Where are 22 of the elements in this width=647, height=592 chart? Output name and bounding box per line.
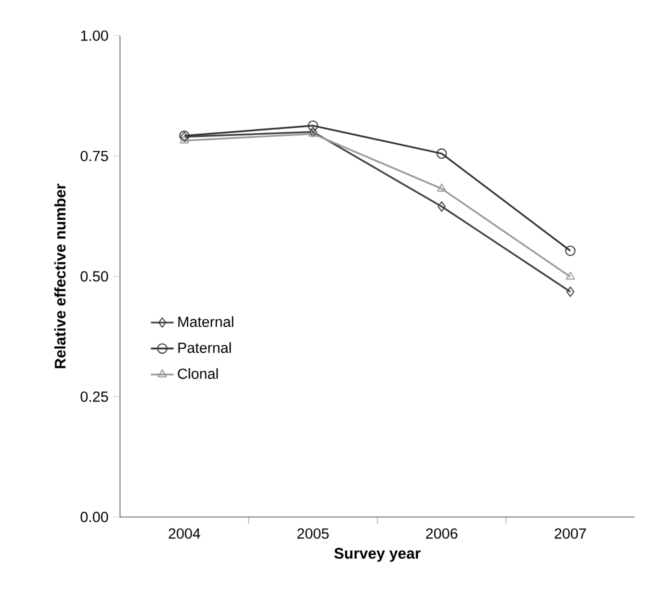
point (566, 286, 574, 297)
y-tick-label: 0.75 (80, 150, 108, 162)
x-tick-label: 2005 (297, 528, 329, 539)
x-tick-label: 2006 (426, 528, 458, 539)
point (565, 246, 576, 256)
legend-label: Clonal (178, 368, 218, 379)
point (180, 135, 189, 144)
x-tick-label: 2007 (554, 528, 586, 539)
y-tick-label: 0.50 (80, 271, 108, 282)
point (438, 201, 446, 212)
y-tick-label: 0.25 (80, 391, 108, 402)
y-axis-title: Relative effective number (54, 184, 66, 368)
point (437, 184, 446, 192)
legend-label: Maternal (178, 316, 234, 328)
x-axis-title: Survey year (334, 548, 421, 562)
x-tick-label: 2004 (168, 528, 200, 539)
point (308, 120, 318, 131)
point (436, 148, 447, 159)
point (566, 272, 575, 280)
y-tick-label: 0.00 (80, 512, 108, 522)
y-tick-label: 1.00 (81, 30, 108, 41)
legend-label: Paternal (178, 342, 231, 353)
